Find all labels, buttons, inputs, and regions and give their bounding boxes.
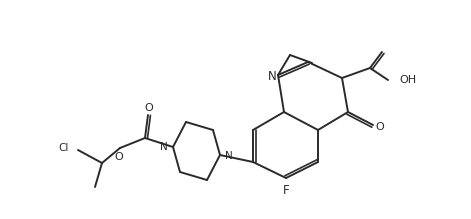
Text: O: O	[114, 152, 123, 162]
Text: N: N	[160, 142, 168, 152]
Text: O: O	[145, 103, 154, 113]
Text: Cl: Cl	[58, 143, 69, 153]
Text: O: O	[376, 122, 384, 132]
Text: F: F	[283, 184, 289, 196]
Text: OH: OH	[399, 75, 416, 85]
Text: N: N	[225, 151, 233, 161]
Text: N: N	[268, 69, 276, 83]
